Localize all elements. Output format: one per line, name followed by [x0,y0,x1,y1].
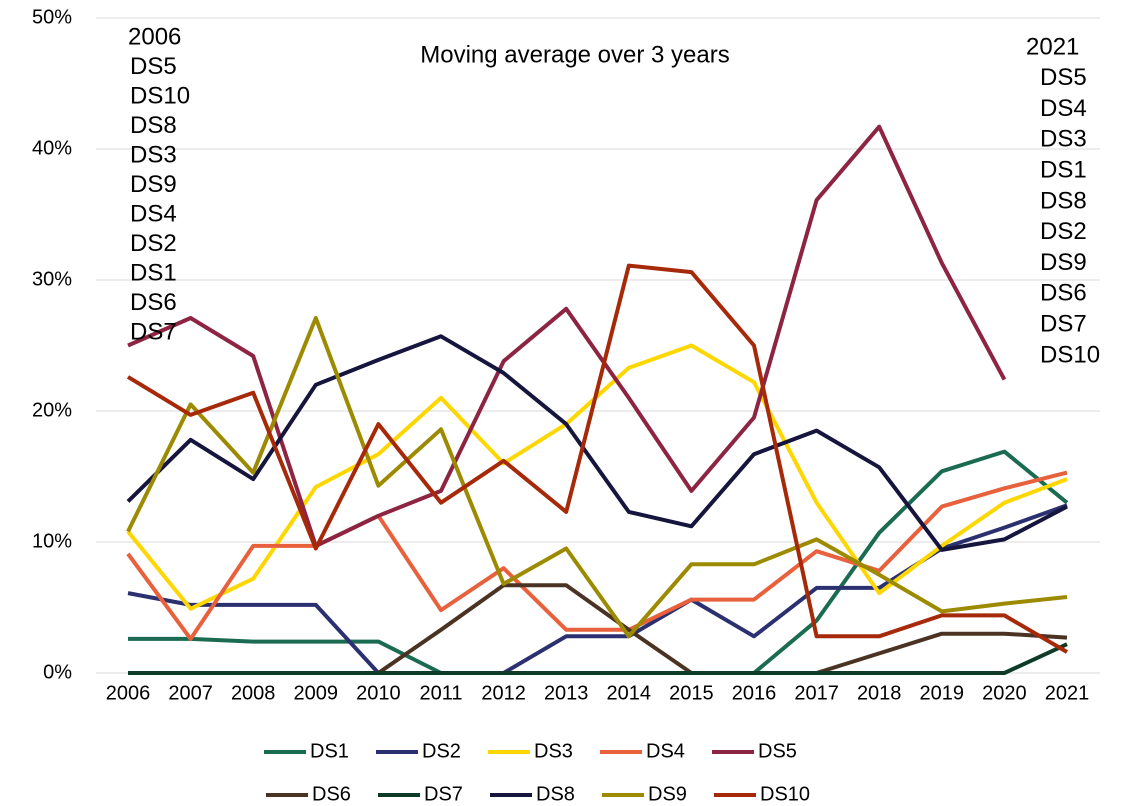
series-line [126,334,1068,552]
annotation: DS3 [130,141,177,168]
annotation: DS9 [130,171,177,198]
annotation: DS3 [1040,126,1087,153]
x-tick-label: 2012 [481,682,526,704]
x-tick-label: 2019 [920,682,965,704]
legend-label: DS7 [424,783,463,805]
y-tick-label: 30% [32,268,72,290]
x-tick-label: 2017 [794,682,839,704]
legend-label: DS1 [310,740,349,762]
series-line [126,470,1068,641]
annotation: DS1 [1040,157,1087,184]
y-tick-label: 50% [32,6,72,28]
annotation: DS5 [1040,64,1087,91]
x-tick-label: 2006 [106,682,151,704]
x-tick-label: 2016 [732,682,777,704]
annotation: DS7 [1040,311,1087,338]
annotation: DS2 [1040,218,1087,245]
y-tick-label: 0% [43,661,72,683]
x-tick-label: 2011 [419,682,462,704]
x-tick-label: 2008 [231,682,276,704]
legend-label: DS9 [648,783,687,805]
legend-label: DS5 [758,740,797,762]
series-line [127,124,1007,548]
annotation: DS8 [1040,187,1087,214]
annotation: DS6 [1040,280,1087,307]
x-tick-label: 2021 [1045,682,1090,704]
annotation: DS5 [130,53,177,80]
series-line [126,316,1068,639]
annotation: DS4 [130,200,177,227]
x-tick-label: 2010 [356,682,401,704]
y-tick-label: 40% [32,137,72,159]
annotation: 2006 [128,23,181,50]
x-tick-label: 2009 [294,682,339,704]
legend-label: DS8 [536,783,575,805]
annotation: DS10 [130,82,190,109]
legend-label: DS4 [646,740,685,762]
legend-label: DS10 [760,783,810,805]
annotation: DS9 [1040,249,1087,276]
legend-label: DS3 [534,740,573,762]
annotation: 2021 [1026,33,1079,60]
annotation: DS7 [130,318,177,345]
legend-label: DS2 [422,740,461,762]
annotation: DS10 [1040,341,1100,368]
x-tick-label: 2014 [607,682,652,704]
annotation: DS2 [130,230,177,257]
annotation: DS6 [130,289,177,316]
annotation: DS1 [130,259,177,286]
x-tick-label: 2018 [857,682,902,704]
series-line [126,263,1069,654]
x-tick-label: 2013 [544,682,589,704]
x-tick-label: 2020 [982,682,1027,704]
series-line [128,642,1068,675]
x-tick-label: 2007 [168,682,213,704]
y-tick-label: 10% [32,530,72,552]
annotation: DS4 [1040,95,1087,122]
x-tick-label: 2015 [669,682,714,704]
chart-title: Moving average over 3 years [420,41,730,68]
annotation: DS8 [130,112,177,139]
y-tick-label: 20% [32,399,72,421]
legend-label: DS6 [312,783,351,805]
